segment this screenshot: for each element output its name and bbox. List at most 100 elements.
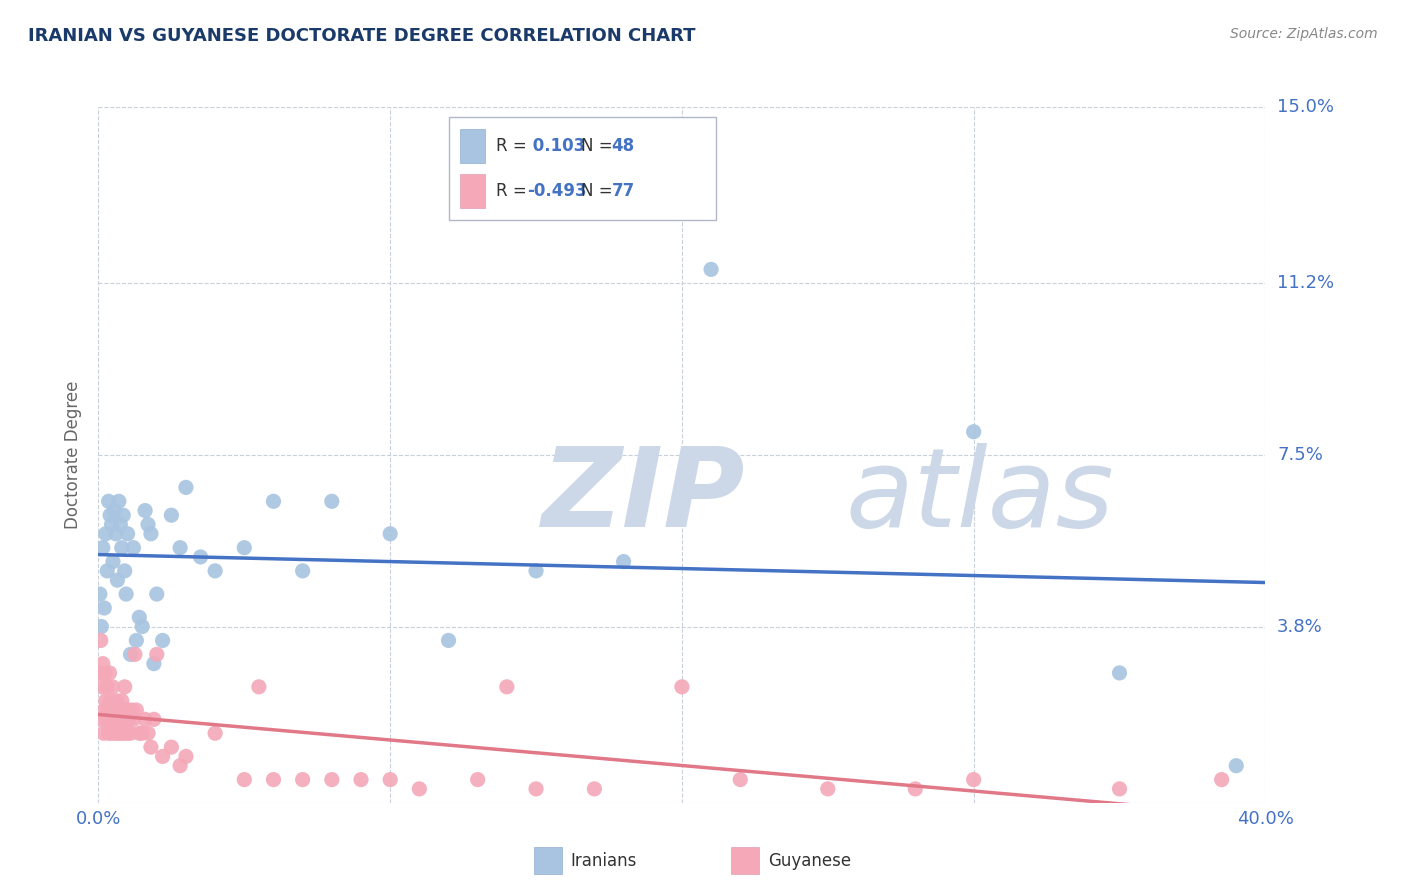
Point [107, 703, 129, 717]
Point [524, 781, 547, 796]
Text: IRANIAN VS GUYANESE DOCTORATE DEGREE CORRELATION CHART: IRANIAN VS GUYANESE DOCTORATE DEGREE COR… [28, 27, 696, 45]
Point [131, 726, 153, 740]
Point [125, 703, 148, 717]
Point [103, 503, 125, 517]
Point [174, 480, 197, 494]
Point [111, 694, 134, 708]
Point [105, 573, 128, 587]
Point [100, 726, 122, 740]
Point [115, 703, 138, 717]
Point [108, 712, 131, 726]
Point [169, 758, 191, 772]
Text: Iranians: Iranians [571, 852, 637, 870]
Point [110, 726, 132, 740]
Text: N =: N = [581, 137, 617, 155]
Point [93, 703, 115, 717]
Point [108, 494, 131, 508]
Point [122, 541, 145, 555]
Point [321, 494, 343, 508]
Point [104, 703, 127, 717]
Point [131, 619, 153, 633]
Point [139, 740, 162, 755]
Point [122, 712, 145, 726]
Point [100, 517, 122, 532]
Point [671, 680, 693, 694]
Point [437, 633, 460, 648]
Text: -0.493: -0.493 [527, 182, 586, 200]
Point [1108, 665, 1130, 680]
Point [103, 703, 125, 717]
Point [169, 541, 191, 555]
Point [93, 601, 115, 615]
Point [117, 526, 139, 541]
Point [1211, 772, 1233, 787]
Point [100, 694, 122, 708]
Point [104, 712, 127, 726]
Point [96, 712, 118, 726]
Point [120, 648, 142, 662]
Point [110, 703, 132, 717]
Point [583, 781, 606, 796]
Point [152, 749, 174, 764]
Text: 11.2%: 11.2% [1277, 275, 1334, 293]
Point [105, 726, 128, 740]
Point [378, 772, 402, 787]
Point [114, 680, 136, 694]
Point [115, 587, 138, 601]
Point [247, 680, 270, 694]
Point [730, 772, 752, 787]
Point [233, 541, 256, 555]
Point [291, 772, 314, 787]
Point [104, 526, 127, 541]
Point [125, 633, 148, 648]
Point [97, 703, 120, 717]
Point [134, 503, 156, 517]
Point [91, 657, 114, 671]
Point [110, 517, 132, 532]
Point [112, 726, 135, 740]
Text: 7.5%: 7.5% [1277, 446, 1323, 464]
Text: Source: ZipAtlas.com: Source: ZipAtlas.com [1230, 27, 1378, 41]
Point [114, 564, 136, 578]
Point [98, 665, 121, 680]
Point [94, 526, 117, 541]
Point [962, 772, 984, 787]
Point [612, 555, 634, 569]
Point [160, 740, 183, 755]
Point [142, 657, 165, 671]
Point [90, 633, 112, 648]
Point [136, 726, 159, 740]
Point [904, 781, 927, 796]
Point [291, 564, 314, 578]
Point [1225, 758, 1247, 772]
Point [111, 712, 134, 726]
Point [120, 726, 142, 740]
Text: ZIP: ZIP [541, 443, 745, 550]
Point [112, 703, 135, 717]
Point [700, 262, 723, 277]
Point [262, 772, 284, 787]
Point [467, 772, 489, 787]
Point [136, 517, 159, 532]
Point [90, 680, 112, 694]
Point [105, 694, 128, 708]
Point [408, 781, 430, 796]
Text: Guyanese: Guyanese [768, 852, 851, 870]
Point [101, 680, 124, 694]
Point [96, 564, 118, 578]
Point [817, 781, 839, 796]
Point [350, 772, 373, 787]
Point [101, 555, 124, 569]
Point [321, 772, 343, 787]
Point [118, 712, 141, 726]
Y-axis label: Doctorate Degree: Doctorate Degree [65, 381, 83, 529]
Point [174, 749, 197, 764]
Text: 3.8%: 3.8% [1277, 617, 1323, 635]
Point [96, 680, 118, 694]
Point [111, 541, 134, 555]
Point [152, 633, 174, 648]
Point [190, 549, 212, 564]
Point [97, 726, 120, 740]
Point [115, 726, 138, 740]
Point [124, 648, 146, 662]
